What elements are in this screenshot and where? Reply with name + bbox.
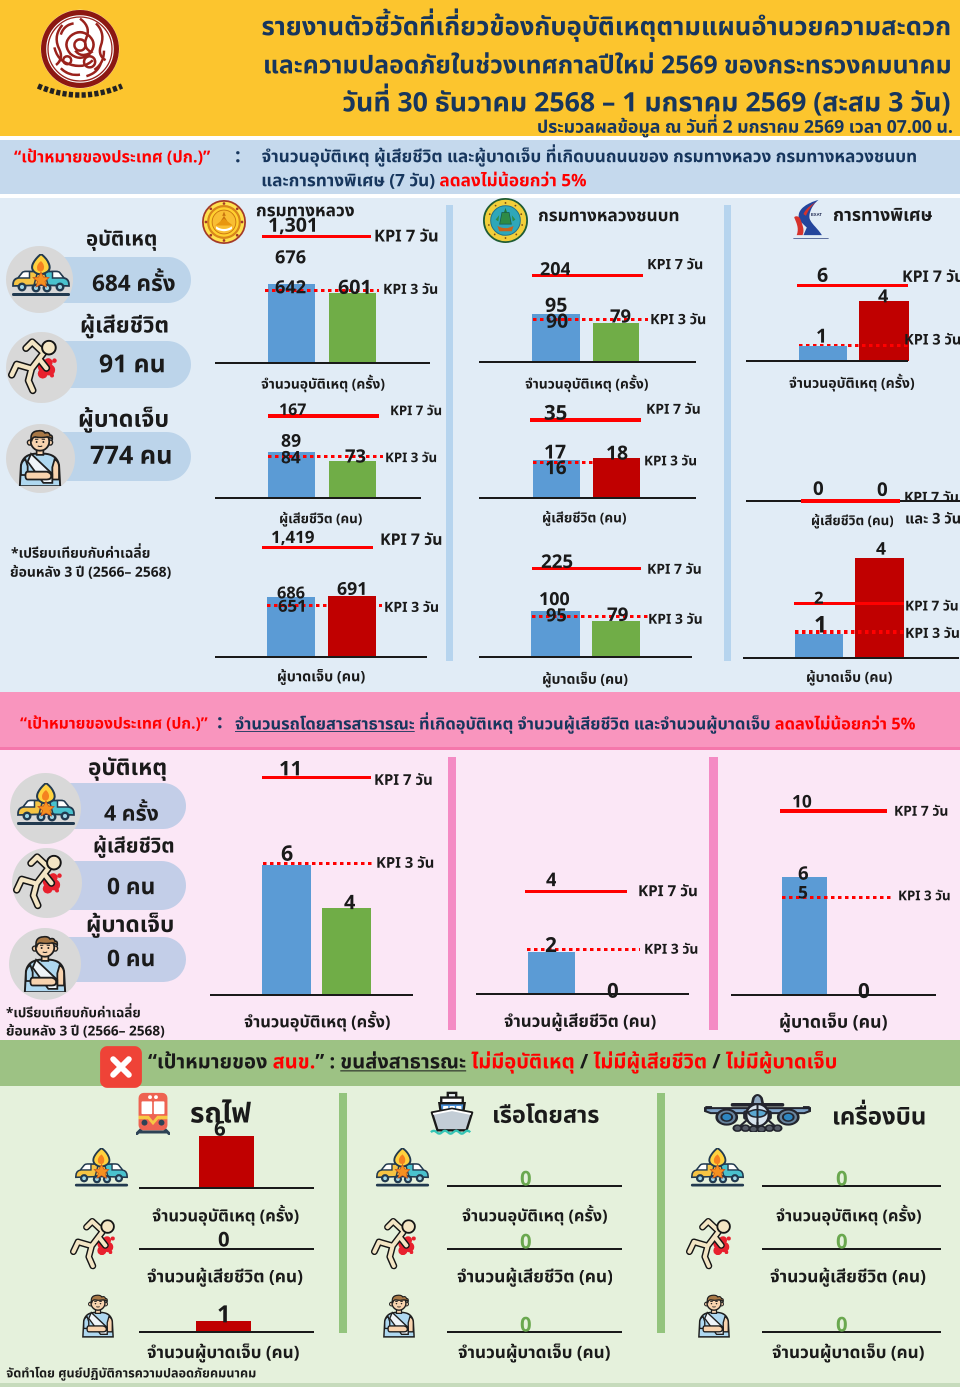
svg-text:EXAT: EXAT — [811, 212, 822, 217]
